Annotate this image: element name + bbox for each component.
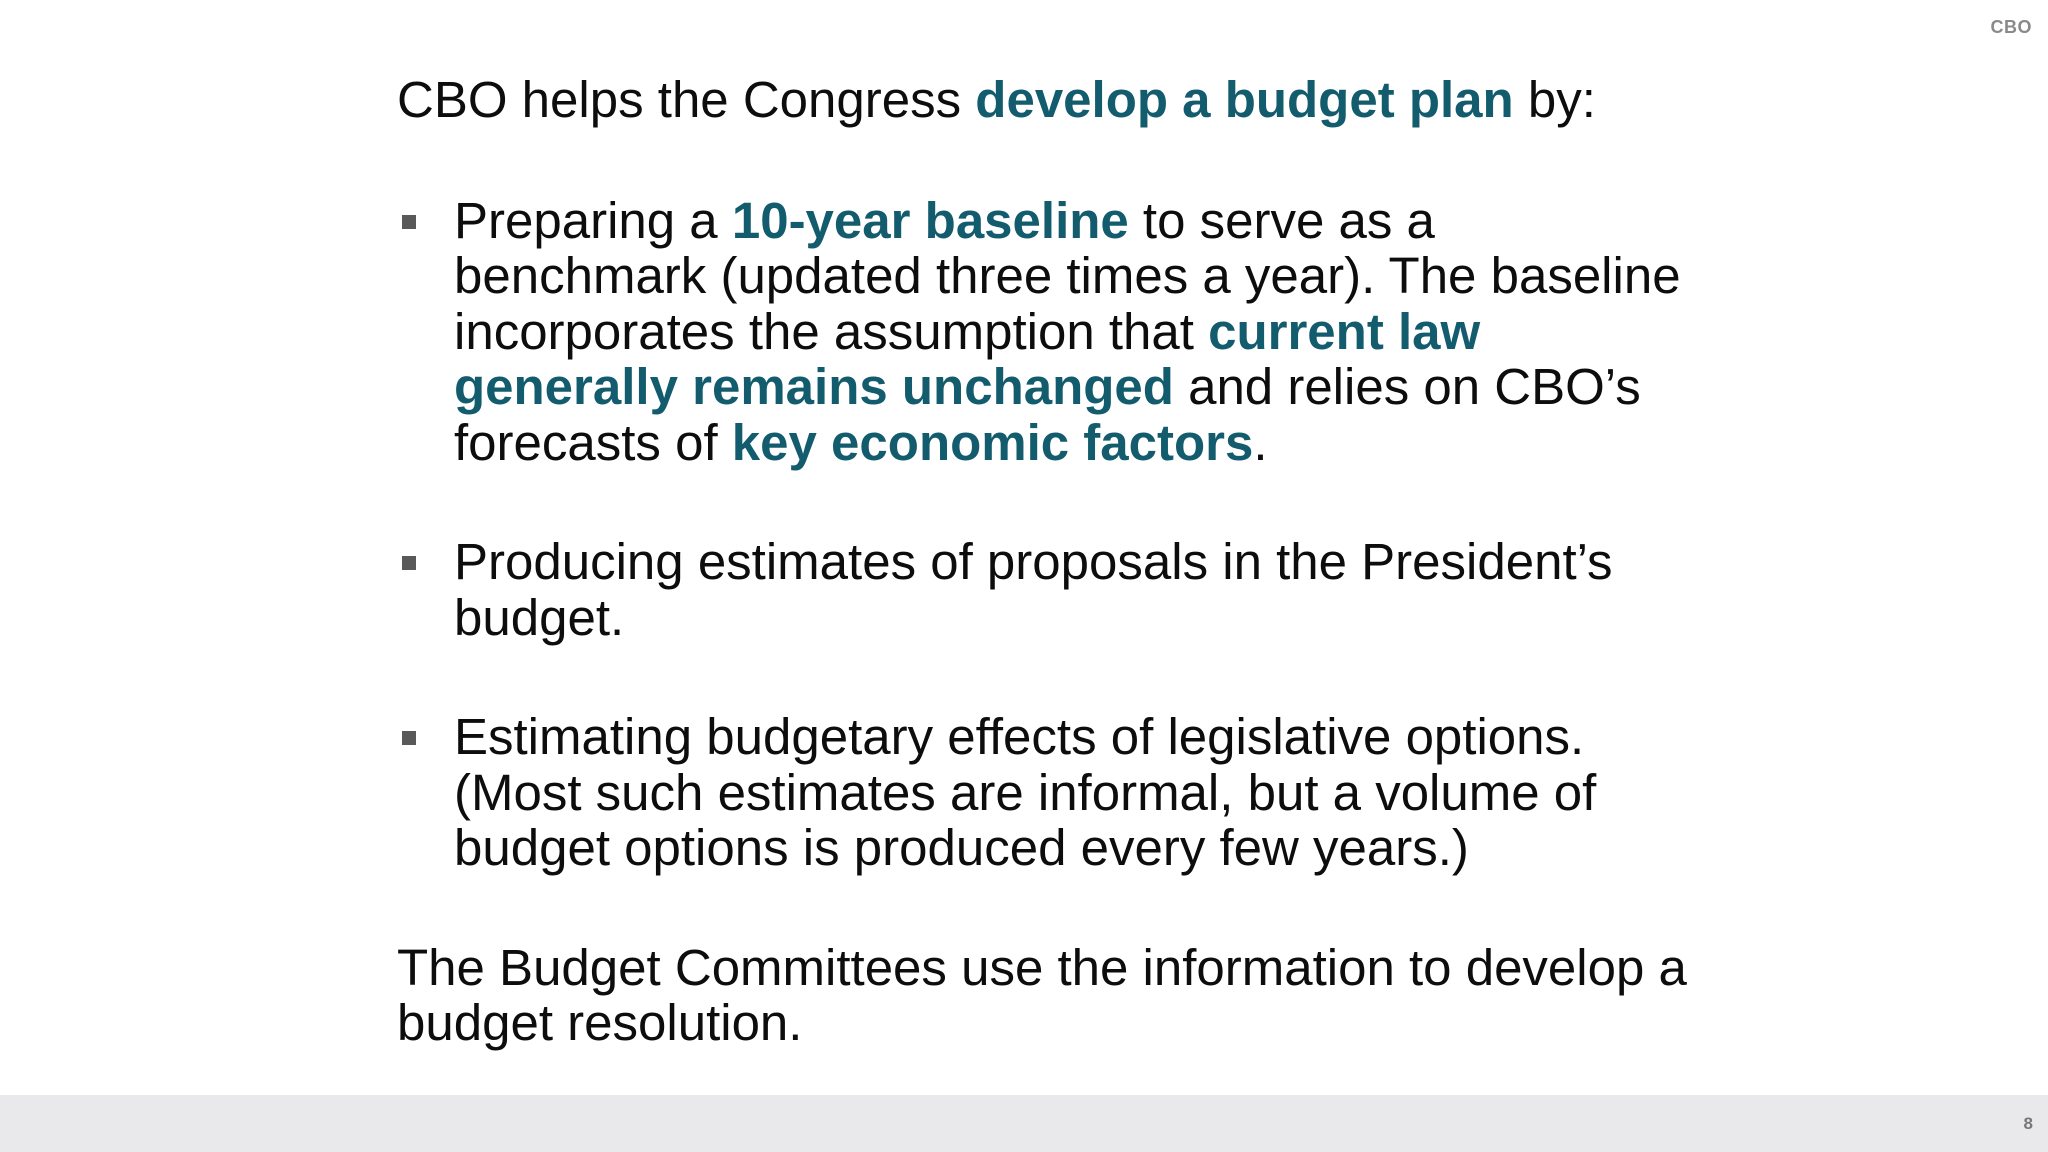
bullet-legislative-options: Estimating budgetary effects of legislat… (397, 709, 1697, 876)
bullet-presidents-budget-text: Producing estimates of proposals in the … (454, 533, 1613, 646)
intro-highlight: develop a budget plan (975, 71, 1514, 128)
intro-text: CBO helps the Congress develop a budget … (397, 72, 1697, 128)
bullet-baseline-part-3: and relies on CBO’s forecasts of (454, 358, 1641, 471)
bullet-list: Preparing a 10-year baseline to serve as… (397, 191, 1697, 876)
cbo-corner-label: CBO (1990, 17, 2032, 37)
closing-text: The Budget Committees use the informatio… (397, 938, 1687, 1051)
bullet-legislative-options-text: Estimating budgetary effects of legislat… (454, 708, 1597, 876)
page-number: 8 (2023, 1114, 2033, 1133)
bullet-baseline: Preparing a 10-year baseline to serve as… (397, 191, 1697, 471)
slide: CBO CBO helps the Congress develop a bud… (397, 17, 2032, 1051)
intro-text-before: CBO helps the Congress (397, 71, 976, 128)
bullet-presidents-budget: Producing estimates of proposals in the … (397, 534, 1697, 645)
intro-text-after: by: (1513, 71, 1596, 128)
slide-content: CBO helps the Congress develop a budget … (397, 72, 1697, 1051)
bullet-baseline-part-4: . (1253, 413, 1268, 471)
bullet-baseline-part-2: to serve as a benchmark (updated three t… (454, 191, 1681, 360)
bullet-baseline-highlight-2: current law generally remains unchanged (454, 302, 1481, 415)
bullet-baseline-part-1: Preparing a (454, 191, 732, 249)
bullet-baseline-highlight-1: 10-year baseline (731, 191, 1129, 249)
bullet-baseline-highlight-3: key economic factors (731, 413, 1254, 471)
footer-bar: 8 (0, 1095, 2048, 1152)
